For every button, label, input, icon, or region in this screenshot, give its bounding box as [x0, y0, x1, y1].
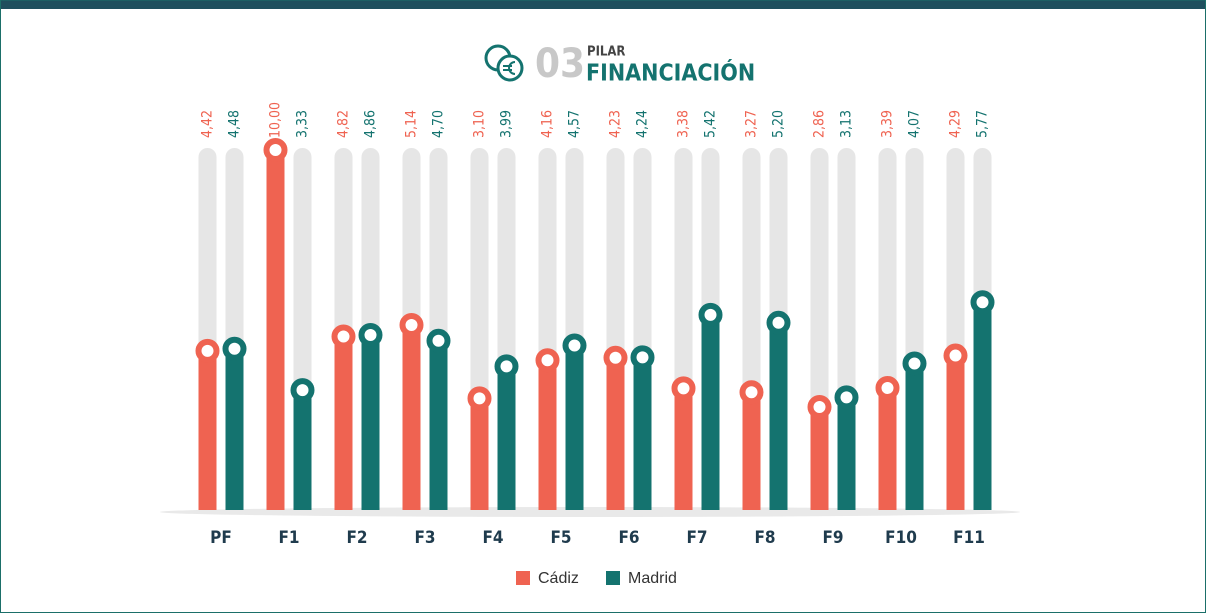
value-label: 2,86: [812, 110, 828, 138]
x-tick-label: F5: [550, 528, 571, 548]
value-label: 10,00: [268, 102, 284, 138]
value-label: 3,99: [499, 110, 515, 138]
bar: [293, 390, 312, 510]
bar-marker: [698, 302, 723, 327]
bar: [565, 345, 584, 510]
bar: [769, 322, 788, 510]
bar: [742, 392, 761, 510]
value-label: 3,27: [744, 110, 760, 138]
value-label: 5,77: [975, 110, 991, 138]
bar: [606, 357, 625, 510]
bar-marker: [834, 385, 859, 410]
legend-label: Cádiz: [538, 570, 579, 587]
bar: [225, 348, 244, 510]
bar-marker: [195, 338, 220, 363]
x-tick-label: F4: [482, 528, 503, 548]
bar: [361, 335, 380, 510]
value-label: 4,48: [227, 110, 243, 138]
value-label: 4,57: [567, 110, 583, 138]
bar-marker: [290, 378, 315, 403]
value-label: 4,16: [540, 110, 556, 138]
bar-marker: [263, 138, 288, 162]
bar-marker: [535, 348, 560, 373]
value-label: 5,20: [771, 110, 787, 138]
bar-marker: [970, 290, 995, 315]
bar-marker: [426, 328, 451, 353]
pillar-number: 03: [535, 41, 585, 87]
value-label: 4,70: [431, 110, 447, 138]
x-tick-label: F3: [414, 528, 435, 548]
bar: [701, 314, 720, 510]
bar: [266, 150, 285, 510]
x-tick-label: F11: [953, 528, 985, 548]
bar: [633, 357, 652, 510]
value-label: 3,38: [676, 110, 692, 138]
bar: [497, 366, 516, 510]
bar-marker: [671, 376, 696, 401]
bar-marker: [875, 375, 900, 400]
bar: [905, 363, 924, 510]
value-label: 3,10: [472, 110, 488, 138]
value-label: 4,82: [336, 110, 352, 138]
pillar-label: PILAR: [587, 45, 625, 60]
x-tick-label: F8: [754, 528, 775, 548]
value-label: 4,86: [363, 110, 379, 138]
bar: [402, 324, 421, 510]
bar: [946, 355, 965, 510]
bar: [810, 407, 829, 510]
value-label: 3,13: [839, 110, 855, 138]
bar-marker: [358, 323, 383, 348]
legend-swatch: [606, 571, 620, 585]
x-tick-label: F10: [885, 528, 917, 548]
x-tick-label: F1: [278, 528, 299, 548]
value-label: 3,39: [880, 110, 896, 138]
top-band: [0, 0, 1206, 9]
value-label: 4,29: [948, 110, 964, 138]
value-label: 3,33: [295, 110, 311, 138]
value-label: 4,23: [608, 110, 624, 138]
x-tick-label: F7: [686, 528, 707, 548]
bar-marker: [630, 345, 655, 370]
bar: [198, 350, 217, 510]
x-tick-label: F2: [346, 528, 367, 548]
bar: [538, 360, 557, 510]
x-tick-label: F6: [618, 528, 639, 548]
bar: [837, 397, 856, 510]
value-label: 4,24: [635, 110, 651, 138]
bar: [470, 398, 489, 510]
coins-icon: [484, 44, 524, 82]
bar-marker: [562, 333, 587, 358]
value-label: 4,42: [200, 110, 216, 138]
legend-swatch: [516, 571, 530, 585]
bar: [878, 387, 897, 510]
bar-marker: [467, 386, 492, 411]
chart-title: FINANCIACIÓN: [586, 59, 755, 87]
bar-marker: [902, 351, 927, 376]
bar-marker: [222, 336, 247, 361]
value-label: 5,42: [703, 110, 719, 138]
bar: [429, 340, 448, 510]
bar: [973, 302, 992, 510]
bar-marker: [766, 310, 791, 335]
value-label: 4,07: [907, 110, 923, 138]
x-tick-label: PF: [210, 528, 232, 548]
legend-label: Madrid: [628, 570, 677, 587]
bar-marker: [399, 312, 424, 337]
bar: [334, 336, 353, 510]
value-label: 5,14: [404, 110, 420, 138]
bar-marker: [739, 380, 764, 405]
bar-marker: [807, 395, 832, 420]
bar-marker: [494, 354, 519, 379]
bar-marker: [331, 324, 356, 349]
bar-marker: [603, 345, 628, 370]
bar-marker: [943, 343, 968, 368]
bar: [674, 388, 693, 510]
x-tick-label: F9: [822, 528, 843, 548]
